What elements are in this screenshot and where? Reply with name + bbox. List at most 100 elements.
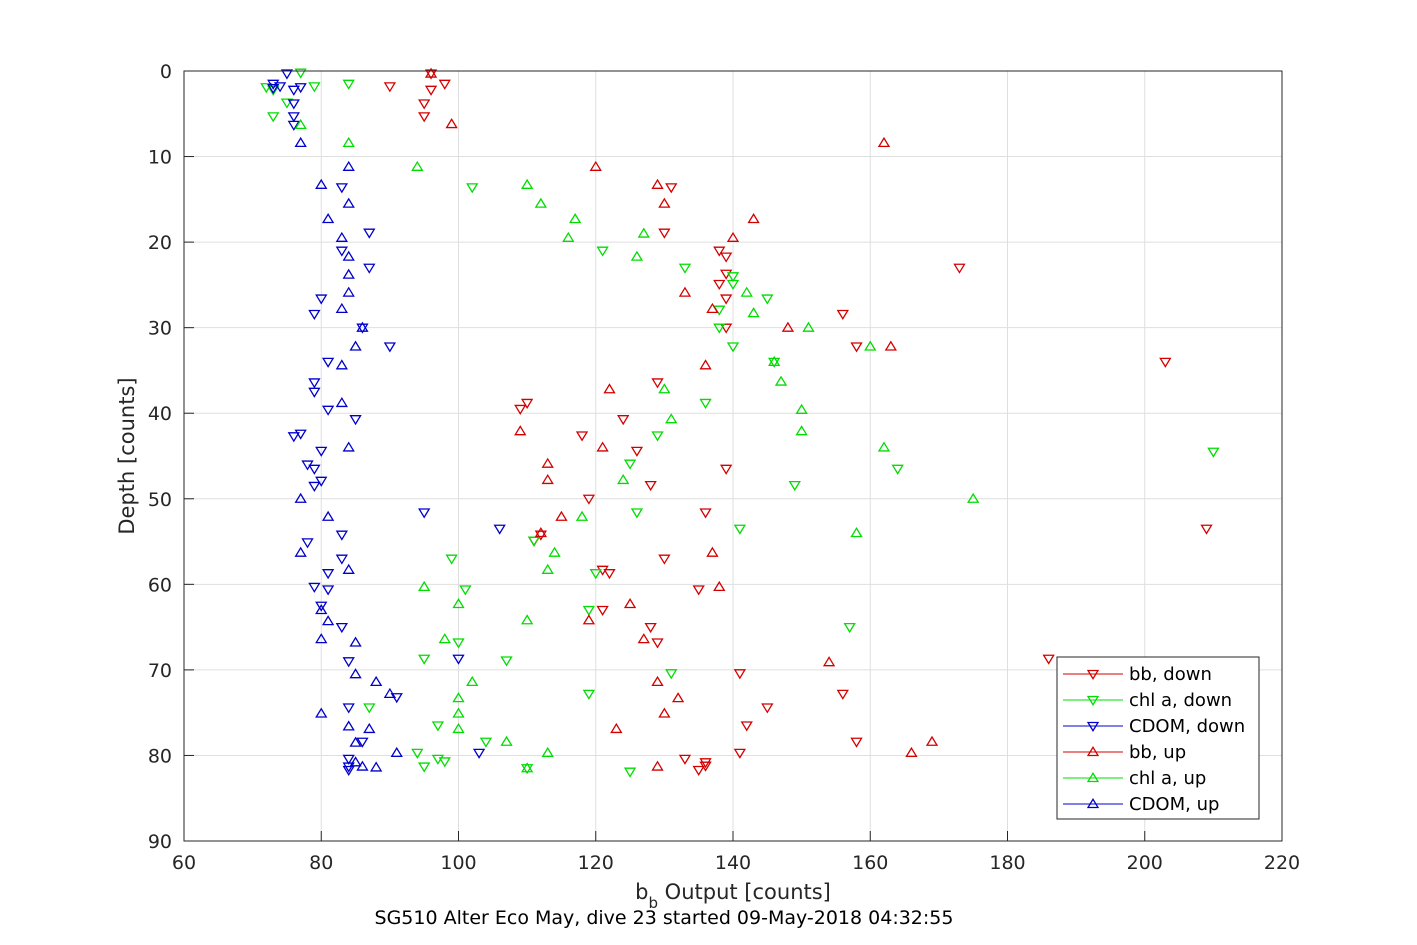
y-tick-label: 20 xyxy=(148,232,172,254)
data-point xyxy=(795,403,808,414)
x-tick-label: 160 xyxy=(852,852,888,874)
data-point xyxy=(905,746,918,758)
data-point xyxy=(623,767,637,778)
data-point xyxy=(287,99,300,110)
data-point xyxy=(294,546,307,557)
data-point xyxy=(342,754,355,765)
data-point xyxy=(658,197,671,208)
y-tick-label: 10 xyxy=(148,147,172,169)
data-point xyxy=(692,765,705,776)
data-point xyxy=(699,758,712,769)
data-point xyxy=(301,538,314,549)
data-point xyxy=(315,633,328,644)
data-point xyxy=(534,197,548,208)
data-point xyxy=(335,302,348,313)
data-point xyxy=(651,431,664,442)
data-point xyxy=(363,722,376,734)
data-point xyxy=(308,309,321,320)
data-point xyxy=(363,263,376,274)
data-point xyxy=(802,321,815,332)
data-point xyxy=(630,446,644,457)
x-tick-label: 100 xyxy=(440,852,476,874)
data-point xyxy=(644,480,657,492)
data-point xyxy=(706,302,719,313)
data-point xyxy=(795,425,808,436)
y-tick-label: 90 xyxy=(148,831,172,853)
data-point xyxy=(637,633,650,644)
data-point xyxy=(589,160,602,171)
series-layer xyxy=(260,67,1220,778)
data-point xyxy=(520,614,534,625)
data-point xyxy=(294,492,307,503)
data-point xyxy=(740,721,753,732)
data-point xyxy=(534,530,548,541)
y-tick-label: 50 xyxy=(148,489,172,511)
data-point xyxy=(658,383,671,394)
x-axis-label: bb Output [counts] xyxy=(635,880,831,912)
data-point xyxy=(541,563,554,574)
series-2 xyxy=(267,69,506,776)
x-tick-label: 140 xyxy=(715,852,751,874)
data-point xyxy=(726,231,740,242)
data-point xyxy=(891,464,904,475)
data-point xyxy=(603,569,616,580)
data-point xyxy=(363,703,376,714)
data-point xyxy=(651,638,664,649)
legend-label: CDOM, up xyxy=(1129,794,1219,815)
data-point xyxy=(692,585,705,596)
data-point xyxy=(383,342,397,353)
data-point xyxy=(369,761,383,772)
data-point xyxy=(342,136,355,148)
data-point xyxy=(349,636,362,647)
data-point xyxy=(514,425,527,436)
data-point xyxy=(1042,654,1055,665)
data-point xyxy=(335,530,348,541)
data-point xyxy=(527,536,541,547)
data-point xyxy=(294,118,307,130)
data-point xyxy=(308,464,321,475)
data-point xyxy=(569,213,582,224)
legend-marker xyxy=(1086,695,1100,707)
data-point xyxy=(267,83,280,95)
legend-label: bb, up xyxy=(1129,742,1186,763)
data-point xyxy=(315,603,328,615)
data-point xyxy=(596,441,609,452)
data-point xyxy=(555,510,568,521)
data-point xyxy=(369,675,383,687)
data-point xyxy=(287,112,300,123)
data-point xyxy=(472,748,486,759)
x-tick-label: 120 xyxy=(578,852,614,874)
data-point xyxy=(630,508,644,519)
data-point xyxy=(342,250,355,261)
legend-box xyxy=(1056,656,1260,820)
data-point xyxy=(781,321,795,332)
data-point xyxy=(733,669,747,680)
data-point xyxy=(315,707,328,718)
data-point xyxy=(308,82,321,93)
data-point xyxy=(877,136,891,148)
data-point xyxy=(788,480,801,492)
data-point xyxy=(342,657,355,668)
data-point xyxy=(719,294,733,305)
data-point xyxy=(349,668,362,679)
y-tick-label: 30 xyxy=(148,318,172,340)
data-point xyxy=(706,546,719,557)
data-point xyxy=(335,554,348,565)
data-point xyxy=(541,457,554,468)
data-point xyxy=(699,359,712,370)
data-point xyxy=(582,605,596,617)
data-point xyxy=(321,357,335,368)
data-point xyxy=(308,387,321,398)
x-tick-label: 180 xyxy=(989,852,1025,874)
data-point xyxy=(452,722,465,734)
data-point xyxy=(479,737,493,748)
data-point xyxy=(877,441,891,452)
data-point xyxy=(665,183,678,194)
data-point xyxy=(822,656,836,667)
data-point xyxy=(623,459,637,470)
data-point xyxy=(534,526,548,538)
legend-marker xyxy=(1086,669,1100,681)
data-point xyxy=(582,494,596,505)
data-point xyxy=(514,404,527,415)
data-point xyxy=(630,250,644,261)
